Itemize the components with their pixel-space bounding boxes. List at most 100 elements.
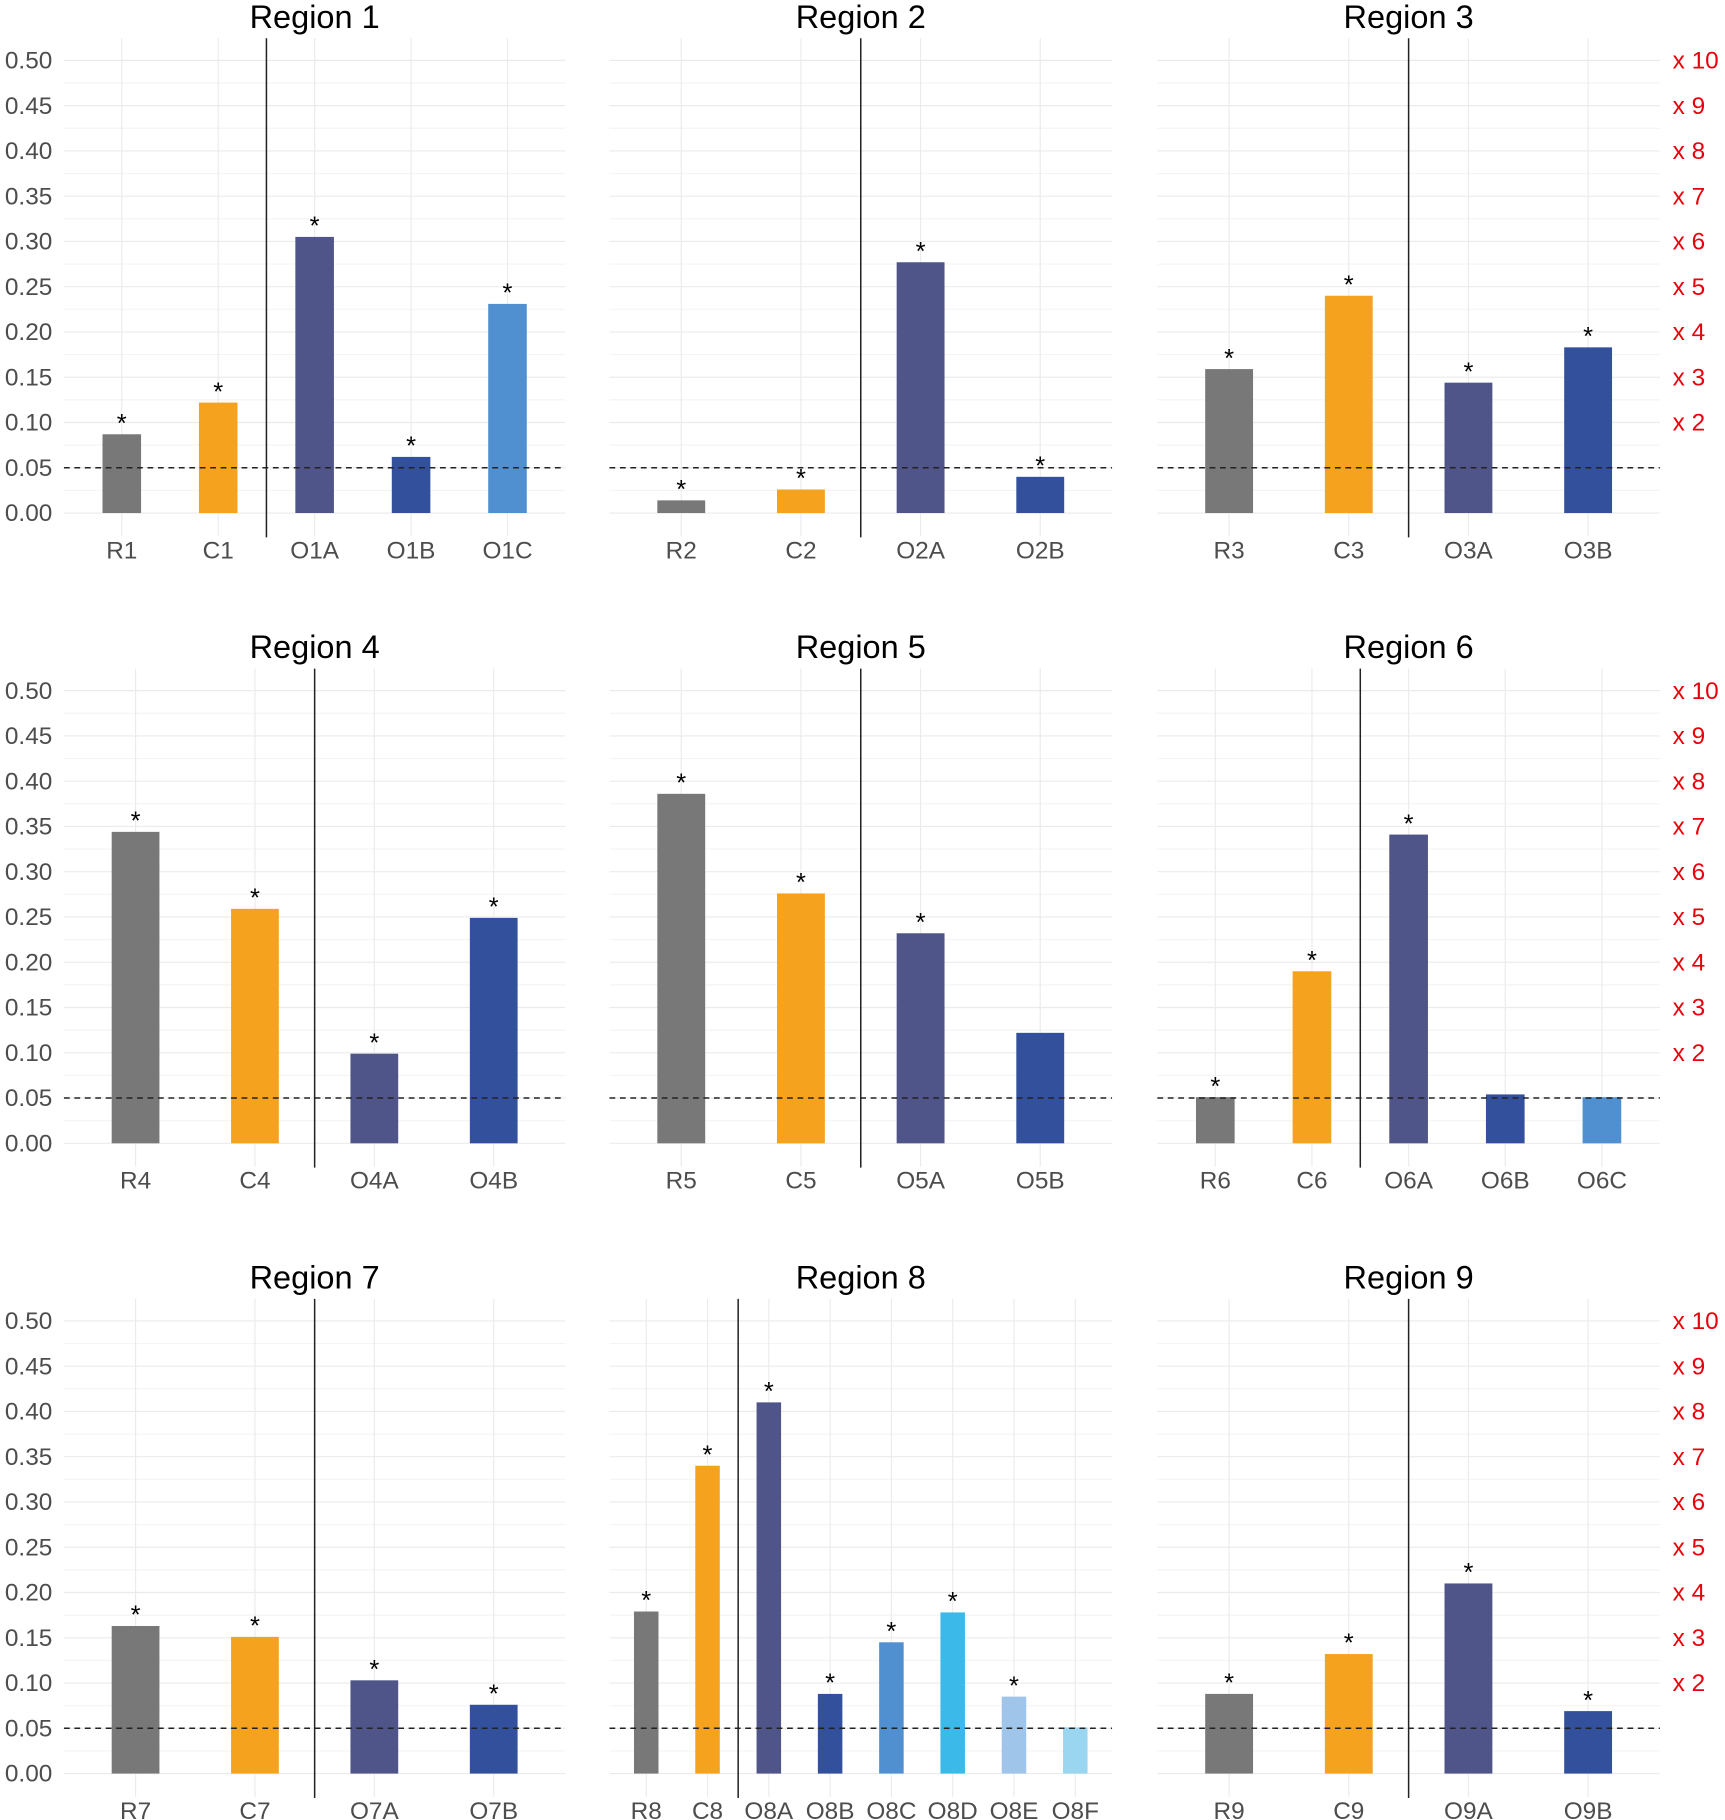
x-tick-label: O4B [469, 1168, 518, 1195]
secondary-y-tick-label: x 5 [1673, 1534, 1706, 1561]
secondary-y-tick-label: x 4 [1673, 949, 1706, 976]
significance-star: * [1307, 947, 1317, 975]
secondary-y-tick-label: x 8 [1673, 768, 1706, 795]
y-tick-label: 0.15 [5, 995, 52, 1022]
significance-star: * [117, 410, 127, 438]
x-tick-label: R3 [1214, 537, 1245, 564]
secondary-y-tick-label: x 9 [1673, 1353, 1706, 1380]
bar-o7a [350, 1680, 399, 1774]
x-tick-label: O8B [806, 1798, 855, 1820]
secondary-y-tick-label: x 3 [1673, 364, 1706, 391]
significance-star: * [764, 1378, 774, 1406]
x-tick-label: O8E [990, 1798, 1039, 1820]
bar-o4b [469, 917, 518, 1144]
y-tick-label: 0.20 [5, 1580, 52, 1607]
bar-o2b [1016, 476, 1065, 514]
panel-region-1: Region 1 * R1 * C1 * O1A * O1B * O1C 0.00 0.05 0.10 0.… [5, 0, 566, 564]
bar-c5 [776, 893, 825, 1144]
panel-title: Region 3 [1344, 0, 1474, 35]
secondary-y-tick-label: x 3 [1673, 1625, 1706, 1652]
panel-region-2: Region 2 * R2 * C2 * O2A * O2B [609, 0, 1113, 564]
bar-o6a [1389, 834, 1428, 1144]
significance-star: * [1583, 323, 1593, 351]
bar-r4 [111, 831, 160, 1144]
panel-title: Region 9 [1344, 1259, 1474, 1295]
bar-r5 [657, 793, 706, 1144]
significance-star: * [1009, 1672, 1019, 1700]
bar-o1c [488, 303, 527, 514]
significance-star: * [1583, 1687, 1593, 1715]
x-tick-label: R5 [666, 1168, 697, 1195]
panel-region-3: Region 3 * R3 * C3 * O3A * O3B x 2 x 3 x 4 x 5 x 6 x 7… [1157, 0, 1719, 564]
bar-o8a [756, 1402, 782, 1774]
secondary-y-tick-label: x 9 [1673, 93, 1706, 120]
y-tick-label: 0.20 [5, 319, 52, 346]
bar-o6b [1485, 1094, 1525, 1144]
bar-o3b [1564, 347, 1613, 514]
significance-star: * [886, 1618, 896, 1646]
panel-title: Region 5 [796, 629, 926, 665]
y-tick-label: 0.45 [5, 1353, 52, 1380]
x-tick-label: R4 [120, 1168, 151, 1195]
secondary-y-tick-label: x 8 [1673, 1399, 1706, 1426]
bar-o6c [1582, 1097, 1622, 1144]
bar-r3 [1205, 369, 1254, 514]
secondary-y-tick-label: x 4 [1673, 1580, 1706, 1607]
y-tick-label: 0.15 [5, 1625, 52, 1652]
secondary-y-tick-label: x 3 [1673, 995, 1706, 1022]
significance-star: * [369, 1656, 379, 1684]
x-tick-label: C9 [1333, 1798, 1364, 1820]
y-tick-label: 0.25 [5, 904, 52, 931]
secondary-y-tick-label: x 10 [1673, 47, 1719, 74]
bar-r2 [657, 500, 706, 514]
x-tick-label: O1A [290, 537, 339, 564]
y-tick-label: 0.35 [5, 814, 52, 841]
bar-c1 [198, 402, 238, 514]
secondary-y-tick-label: x 7 [1673, 183, 1706, 210]
panel-region-7: Region 7 * R7 * C7 * O7A * O7B 0.00 0.05 0.10 0.15 0.… [5, 1259, 566, 1820]
secondary-y-tick-label: x 10 [1673, 1308, 1719, 1335]
bar-o8e [1001, 1696, 1027, 1774]
x-tick-label: C1 [203, 537, 234, 564]
x-tick-label: R8 [631, 1798, 662, 1820]
panel-region-9: Region 9 * R9 * C9 * O9A * O9B x 2 x 3 x 4 x 5 x 6 x 7… [1157, 1259, 1719, 1820]
bar-c7 [231, 1636, 279, 1774]
x-tick-label: C2 [785, 537, 816, 564]
significance-star: * [916, 909, 926, 937]
significance-star: * [703, 1441, 713, 1469]
x-tick-label: O9A [1444, 1798, 1493, 1820]
y-tick-label: 0.05 [5, 1715, 52, 1742]
significance-star: * [489, 894, 499, 922]
x-tick-label: O6C [1577, 1168, 1627, 1195]
x-tick-label: O3A [1444, 537, 1493, 564]
x-tick-label: C3 [1333, 537, 1364, 564]
significance-star: * [131, 1602, 141, 1630]
bar-c4 [231, 908, 279, 1144]
bar-c2 [776, 489, 825, 514]
x-tick-label: R1 [106, 537, 137, 564]
y-tick-label: 0.00 [5, 500, 52, 527]
significance-star: * [1210, 1073, 1220, 1101]
significance-star: * [1344, 1630, 1354, 1658]
y-tick-label: 0.40 [5, 138, 52, 165]
significance-star: * [406, 433, 416, 461]
bar-o1b [391, 456, 431, 514]
significance-star: * [1463, 1559, 1473, 1587]
bar-o5b [1016, 1032, 1065, 1144]
significance-star: * [369, 1029, 379, 1057]
significance-star: * [1344, 271, 1354, 299]
panel-title: Region 8 [796, 1259, 926, 1295]
y-tick-label: 0.45 [5, 93, 52, 120]
secondary-y-tick-label: x 7 [1673, 814, 1706, 841]
x-tick-label: O5A [896, 1168, 945, 1195]
significance-star: * [503, 280, 513, 308]
significance-star: * [131, 808, 141, 836]
y-tick-label: 0.00 [5, 1130, 52, 1157]
x-tick-label: O8D [928, 1798, 978, 1820]
x-tick-label: O9B [1564, 1798, 1613, 1820]
y-tick-label: 0.40 [5, 768, 52, 795]
significance-star: * [1404, 810, 1414, 838]
x-tick-label: C6 [1296, 1168, 1327, 1195]
panel-region-8: Region 8 * R8 * C8 * O8A * O8B * O8C * O8D * O8E O8F [609, 1259, 1113, 1820]
